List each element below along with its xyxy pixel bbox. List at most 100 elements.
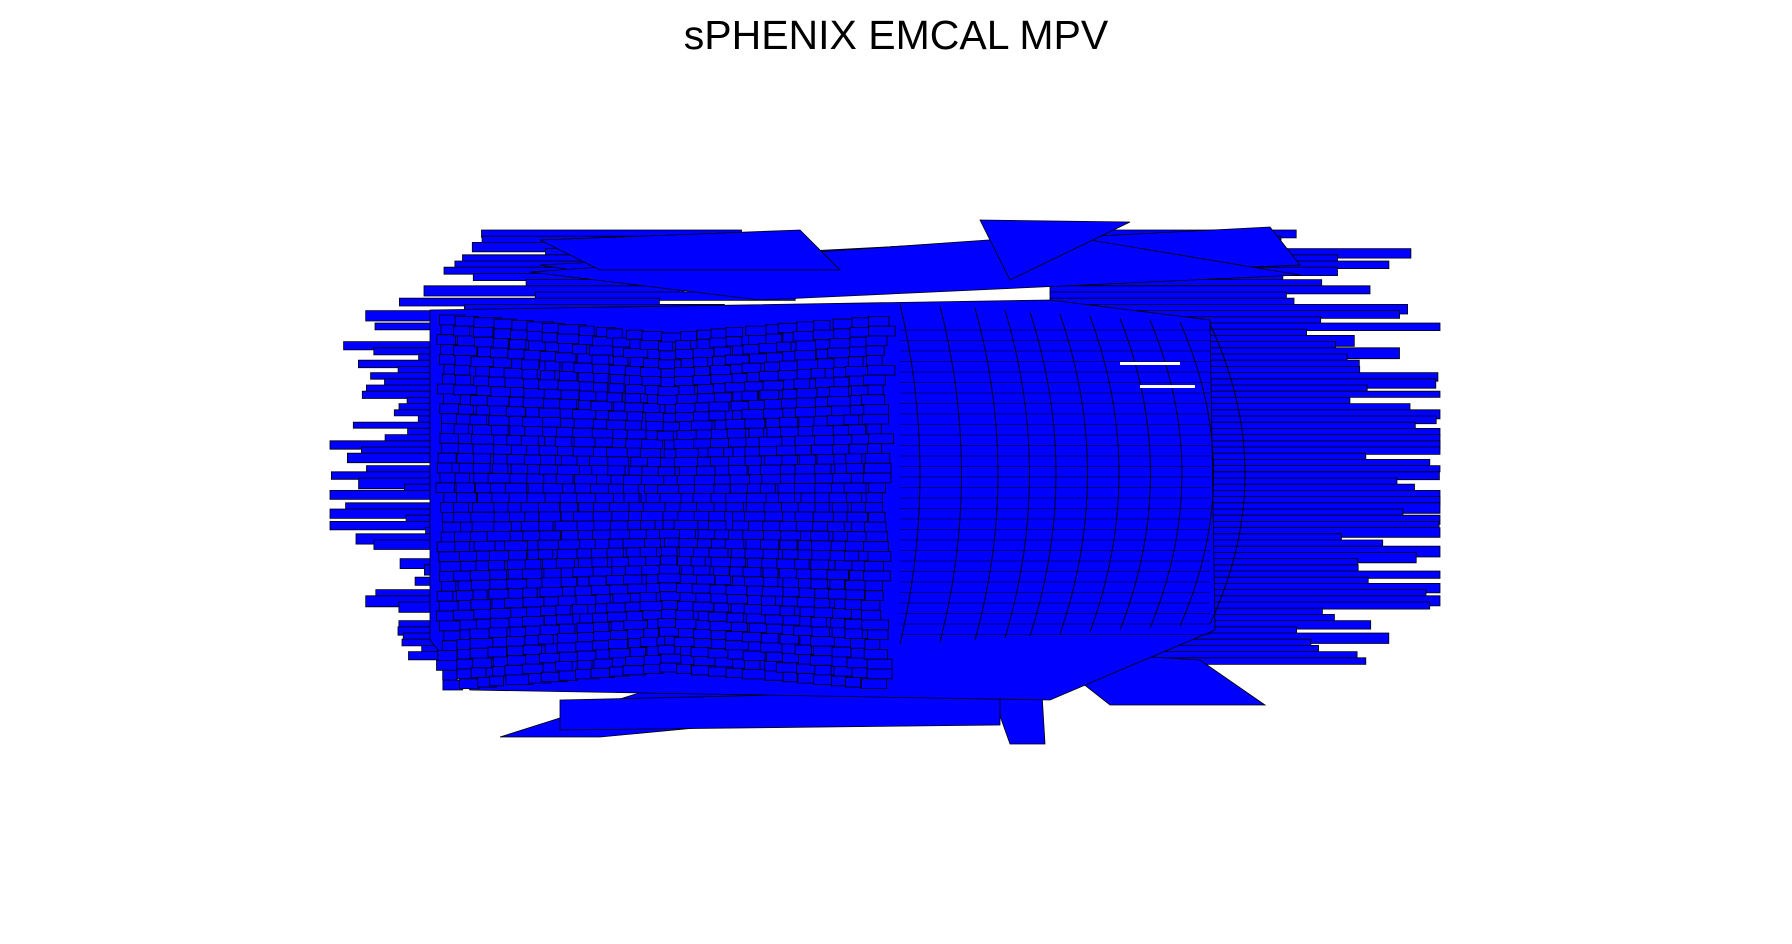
bin-tile xyxy=(726,612,745,623)
bin-tile xyxy=(763,502,782,513)
bin-tile xyxy=(544,360,561,371)
bin-tile xyxy=(742,567,762,578)
bin-tile xyxy=(453,423,469,435)
bin-tile xyxy=(725,585,748,595)
bin-tile xyxy=(492,357,513,368)
bin-tile xyxy=(861,619,889,631)
bin-tile xyxy=(776,558,798,569)
bin-tile xyxy=(540,370,556,381)
bin-tile xyxy=(730,400,752,411)
bin-tile xyxy=(630,456,649,467)
bin-tile xyxy=(572,409,598,420)
bin-tile xyxy=(708,410,726,421)
bin-tile xyxy=(626,411,643,422)
bin-tile xyxy=(832,444,850,455)
bin-tile xyxy=(829,386,849,397)
bin-tile xyxy=(709,584,729,595)
bin-tile xyxy=(780,530,802,541)
bin-tile xyxy=(522,644,542,655)
bin-tile xyxy=(558,623,576,634)
bin-tile xyxy=(576,660,593,670)
bin-tile xyxy=(505,674,534,685)
bin-tile xyxy=(437,650,458,661)
bin-tile xyxy=(811,444,837,456)
bin-tile xyxy=(572,344,587,355)
bin-tile xyxy=(831,675,848,687)
bin-tile xyxy=(744,548,765,559)
bin-tile xyxy=(776,341,792,353)
bin-tile xyxy=(437,383,456,395)
bin-tile xyxy=(830,540,847,552)
bin-tile xyxy=(540,454,556,466)
bin-tile xyxy=(861,413,890,425)
bin-tile xyxy=(470,511,496,523)
bin-tile xyxy=(726,428,746,439)
bin-tile xyxy=(728,465,748,476)
bin-tile xyxy=(795,407,818,418)
bin-tile xyxy=(826,569,849,581)
bin-tile xyxy=(439,561,464,572)
bin-tile xyxy=(624,601,642,612)
bin-tile xyxy=(711,428,729,439)
bin-tile xyxy=(678,385,695,396)
bin-tile xyxy=(691,420,713,431)
bin-tile xyxy=(508,339,527,350)
bin-tile xyxy=(830,617,846,629)
bin-tile xyxy=(675,340,692,351)
bin-tile xyxy=(811,540,834,551)
bin-tile xyxy=(472,589,488,601)
bin-tile xyxy=(656,430,674,441)
bin-tile xyxy=(538,511,561,522)
bin-tile xyxy=(590,400,613,411)
bin-tile xyxy=(607,611,628,622)
bin-tile xyxy=(469,570,493,581)
bin-tile xyxy=(606,328,623,339)
bin-tile xyxy=(725,502,744,513)
bin-tile xyxy=(591,557,608,568)
bin-tile xyxy=(779,539,798,551)
bin-tile xyxy=(867,443,882,454)
bin-tile xyxy=(730,603,747,614)
ring-band xyxy=(939,305,962,643)
bin-tile xyxy=(489,675,505,687)
bin-tile xyxy=(863,472,892,484)
bin-tile xyxy=(794,559,810,570)
bin-tile xyxy=(436,462,453,474)
bin-tile xyxy=(522,616,545,627)
bin-tile xyxy=(741,362,762,373)
bin-tile xyxy=(609,520,631,531)
bin-tile xyxy=(864,462,892,474)
bin-tile xyxy=(847,424,866,435)
bin-tile xyxy=(469,414,487,426)
bin-tile xyxy=(588,575,607,586)
bin-tile xyxy=(470,395,489,406)
bin-tile xyxy=(555,661,573,672)
bin-top-sheet xyxy=(539,229,841,271)
bin-tile xyxy=(759,389,780,401)
bin-tile xyxy=(758,436,784,447)
bin-tile xyxy=(472,327,494,338)
bin-tile xyxy=(865,492,883,503)
bin-tile xyxy=(725,336,743,347)
bin-tile xyxy=(778,568,798,579)
bin-tile xyxy=(779,605,795,617)
bin-tile xyxy=(606,547,624,558)
bin-tile xyxy=(795,445,812,456)
lego-bins xyxy=(329,219,1441,745)
bin-tile xyxy=(690,556,706,567)
bin-tile xyxy=(622,665,647,676)
bin-tile xyxy=(454,364,471,376)
bin-tile xyxy=(437,452,457,464)
bin-tile xyxy=(792,330,816,342)
bin-tile xyxy=(714,392,733,403)
bin-tile xyxy=(521,359,540,370)
bin-tile xyxy=(591,354,610,365)
bin-tile xyxy=(524,511,540,522)
bin-tile xyxy=(555,605,571,616)
bin-tile xyxy=(693,356,709,367)
bin-tile xyxy=(741,409,764,420)
bin-tile xyxy=(472,453,492,465)
bin-tile xyxy=(472,657,493,669)
bin-tile xyxy=(863,649,888,660)
